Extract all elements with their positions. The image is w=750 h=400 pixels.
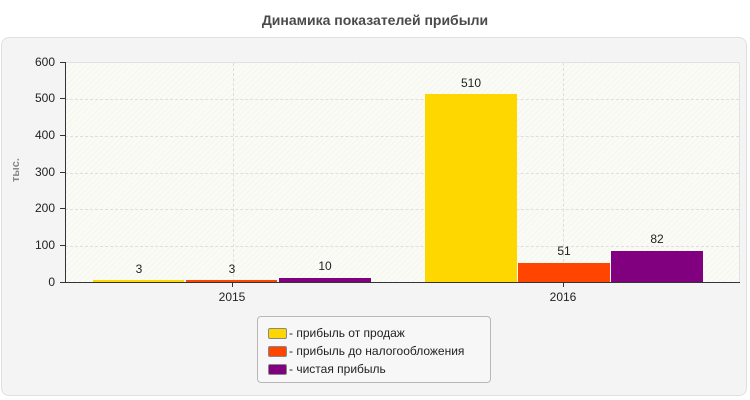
chart-title: Динамика показателей прибыли	[261, 12, 489, 28]
y-tick-label: 400	[34, 128, 55, 142]
y-axis	[65, 62, 66, 282]
legend-item-net-profit[interactable]: - чистая прибыль	[258, 360, 490, 378]
y-tick-label: 600	[34, 55, 55, 69]
legend: - прибыль от продаж - прибыль до налогоо…	[257, 316, 491, 383]
bar-2015-sales-profit[interactable]	[93, 280, 184, 282]
y-tick	[60, 62, 65, 63]
bar-value-label: 10	[318, 259, 332, 273]
legend-label: - прибыль от продаж	[289, 326, 405, 340]
legend-label: - чистая прибыль	[289, 362, 386, 376]
legend-item-sales-profit[interactable]: - прибыль от продаж	[258, 324, 490, 342]
bar-value-label: 510	[460, 76, 482, 90]
x-tick	[232, 282, 233, 287]
y-tick-label: 200	[34, 201, 55, 215]
legend-swatch	[268, 345, 287, 357]
gridline-500	[65, 99, 739, 100]
gridline-300	[65, 173, 739, 174]
y-tick	[60, 135, 65, 136]
plot-area	[65, 62, 740, 282]
gridline-100	[65, 246, 739, 247]
y-tick-label: 0	[48, 275, 55, 289]
bar-2016-pretax-profit[interactable]	[518, 263, 610, 282]
x-tick-label-2015: 2015	[218, 290, 246, 304]
vgrid-2015	[233, 63, 234, 282]
y-tick	[60, 98, 65, 99]
legend-swatch	[268, 363, 287, 375]
y-tick	[60, 208, 65, 209]
gridline-400	[65, 136, 739, 137]
y-tick	[60, 172, 65, 173]
y-tick	[60, 245, 65, 246]
x-tick	[563, 282, 564, 287]
x-axis	[65, 282, 740, 283]
bar-value-label: 82	[650, 232, 664, 246]
bar-2015-net-profit[interactable]	[279, 278, 371, 282]
bar-value-label: 51	[557, 244, 571, 258]
legend-label: - прибыль до налогообложения	[289, 344, 465, 358]
vgrid-2016	[563, 63, 564, 282]
x-tick-label-2016: 2016	[549, 290, 577, 304]
y-tick-label: 300	[34, 165, 55, 179]
legend-item-pretax-profit[interactable]: - прибыль до налогообложения	[258, 342, 490, 360]
bar-value-label: 3	[135, 262, 143, 276]
legend-swatch	[268, 327, 287, 339]
bar-value-label: 3	[228, 262, 236, 276]
y-tick	[60, 282, 65, 283]
y-tick-label: 500	[34, 91, 55, 105]
bar-2016-net-profit[interactable]	[611, 251, 703, 282]
y-tick-label: 100	[34, 238, 55, 252]
bar-2015-pretax-profit[interactable]	[186, 280, 277, 282]
gridline-200	[65, 209, 739, 210]
bar-2016-sales-profit[interactable]	[425, 94, 517, 282]
